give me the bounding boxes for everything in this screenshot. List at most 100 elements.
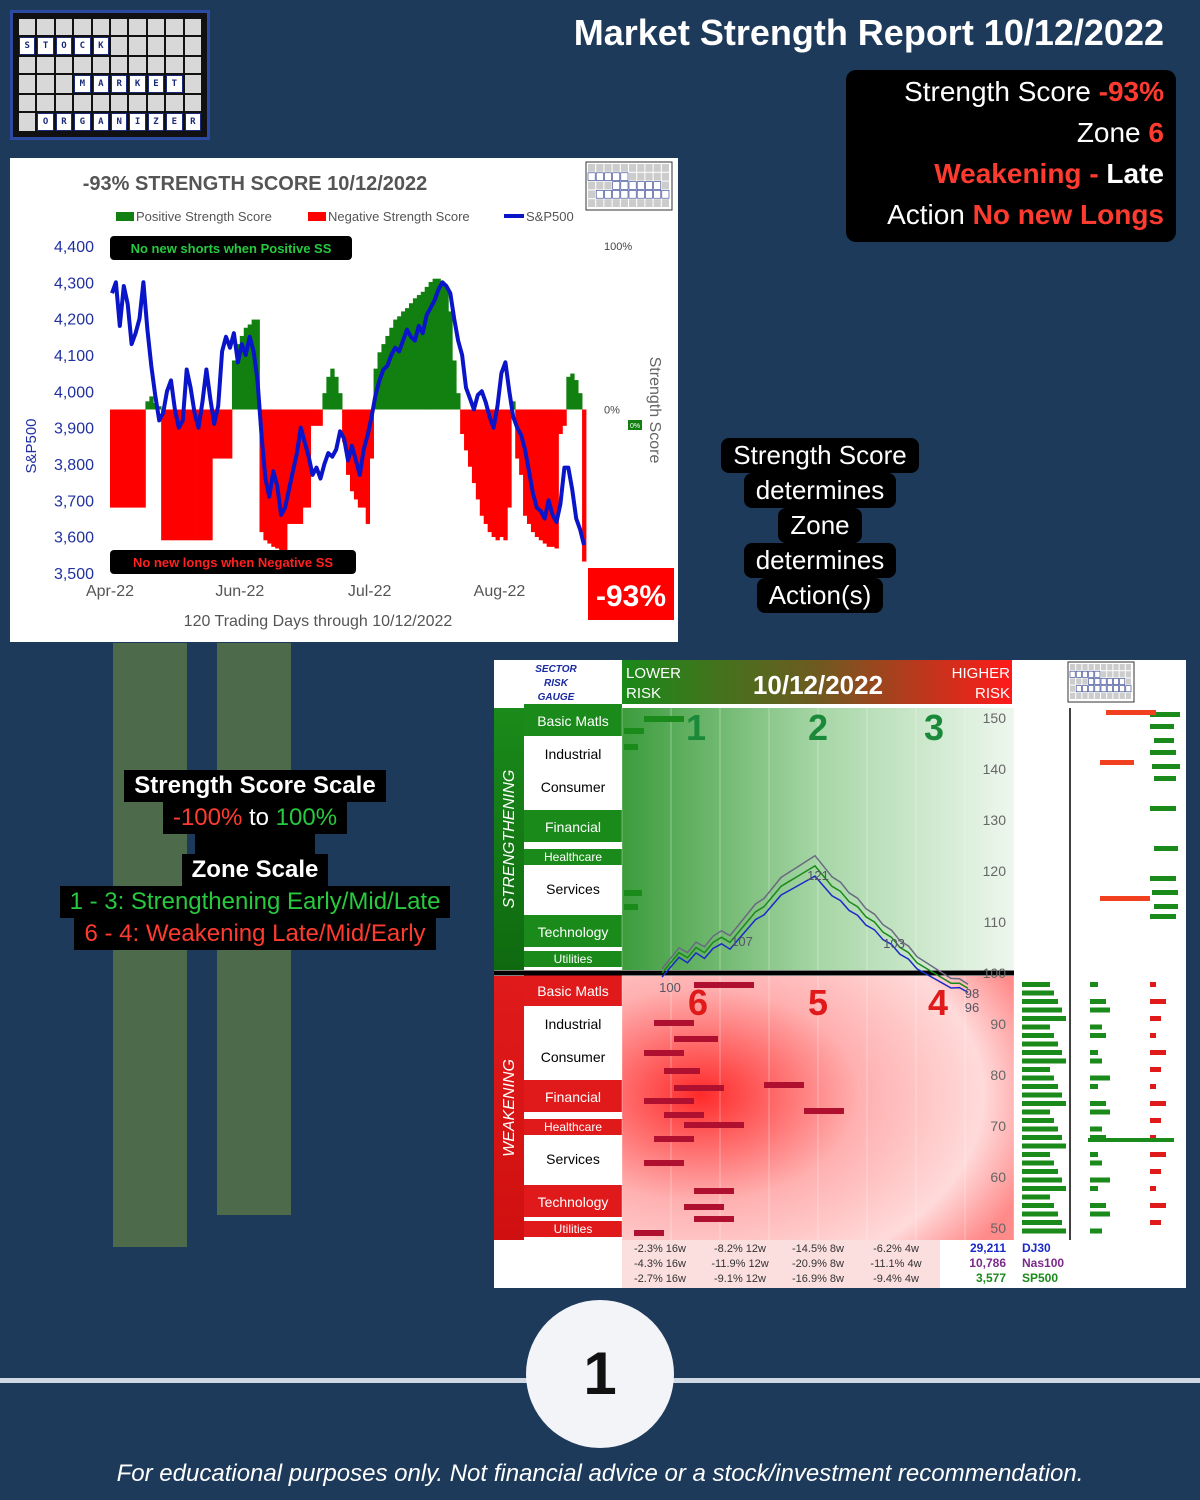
sector-label: Consumer [541,1049,606,1065]
action-line: Action No new Longs [887,199,1164,231]
index-name: DJ30 [1022,1241,1051,1255]
mini-logo-cell [1088,670,1095,678]
logo-cell [147,19,165,35]
gauge-y-tick: 100 [983,965,1007,981]
perf-cell: -11.1% 4w [870,1258,921,1270]
negative-strength-bar [110,409,115,508]
right-green-bar [1090,1101,1106,1106]
right-green-bar [1150,712,1180,717]
y-tick-label: 3,800 [54,457,94,474]
gauge-y-tick: 110 [984,914,1007,930]
y-tick-label: 4,400 [54,239,94,256]
zone-strengthening-range: 1 - 3: Strengthening Early/Mid/Late [59,886,451,918]
logo-cell [129,95,146,111]
strength-score-label: Strength Score [904,76,1091,107]
sector-bar-weakening [684,1122,744,1128]
positive-strength-bar [322,393,327,410]
mini-logo-cell [645,199,653,207]
perf-cell: -4.3% 16w [634,1258,686,1270]
right-red-bar [1150,999,1166,1004]
positive-strength-bar [412,298,418,410]
positive-strength-bar [243,327,249,410]
sector-label: Services [546,1151,600,1167]
positive-strength-bar [456,393,461,410]
mini-logo-cell [1113,664,1119,671]
mini-logo-cell [1113,671,1119,678]
mini-logo-cell [1106,678,1113,685]
strength-chain-callout: Strength Score determines Zone determine… [705,438,935,613]
mini-logo-cell [1075,670,1082,678]
right-green-bar [1150,750,1176,755]
negative-strength-bar [550,409,555,547]
positive-strength-bar [231,360,237,410]
right-red-bar [1100,896,1150,901]
right-red-bar [1150,1067,1161,1072]
mini-logo-cell [596,164,604,172]
perf-cell: -6.2% 4w [873,1243,919,1255]
right-red-bar [1150,1152,1166,1157]
positive-strength-bar [570,373,575,410]
right-green-bar [1022,1075,1054,1081]
positive-strength-bar [326,376,331,410]
negative-strength-bar [216,409,221,459]
phase-line: Weakening - Late [934,158,1164,190]
negative-strength-bar [365,409,371,524]
perf-cell: -9.1% 12w [714,1273,766,1285]
negative-strength-bar [467,409,473,467]
right-green-bar [1090,1084,1098,1089]
logo-letter: K [129,75,146,93]
negative-strength-bar [192,409,197,541]
mini-logo-cell [653,199,661,207]
chart-legend: Positive Strength Score Negative Strengt… [116,209,574,224]
right-green-bar [1090,1186,1098,1191]
negative-strength-bar [503,409,508,541]
mini-logo-cell [1082,685,1088,693]
mini-logo-cell [1094,670,1101,678]
negative-strength-bar [515,409,520,459]
logo-letter: T [37,37,54,55]
right-green-bar [1154,904,1178,909]
gauge-y-tick: 70 [990,1118,1006,1134]
strengthening-plot-area [622,708,1014,970]
sector-label: Technology [538,1194,609,1210]
gauge-y-tick: 80 [990,1067,1006,1083]
logo-letter: R [55,113,73,131]
right-green-bar [1022,1067,1050,1072]
mini-logo-cell [1082,678,1088,685]
right-green-bar [1022,1160,1054,1166]
scale-range-neg: -100% [172,804,243,831]
mini-logo-cell [1094,692,1100,699]
mini-logo-cell [1094,685,1101,693]
zone-weakening-range: 6 - 4: Weakening Late/Mid/Early [74,918,436,950]
mini-logo-cell [1119,685,1126,693]
sector-label-bg [524,915,622,947]
mini-logo-cell [1070,664,1076,671]
negative-strength-bar [176,409,182,541]
sector-bar-weakening [654,1136,694,1142]
annotation-positive-text: No new shorts when Positive SS [131,241,332,256]
right-green-bar [1022,1092,1062,1098]
logo-cell [55,95,73,111]
logo-cell [166,37,183,55]
mini-logo-cell [1125,692,1131,699]
perf-cell: -16.9% 8w [792,1273,844,1285]
positive-strength-bar [452,360,457,410]
right-green-bar [1022,1050,1062,1055]
mini-logo-cell [612,172,621,181]
mini-logo-cell [1076,692,1082,699]
mini-logo-cell [653,181,662,190]
positive-strength-bar [330,368,335,410]
sector-bar-strengthening [624,890,642,896]
mini-logo-cell [604,164,612,172]
positive-strength-bar [401,311,406,410]
negative-strength-bar [279,409,284,551]
right-green-bar [1022,1109,1050,1115]
right-red-bar [1150,982,1156,987]
sector-label: Utilities [554,952,593,966]
sector-bar-weakening [694,1188,734,1194]
mini-logo-cell [1107,692,1113,699]
right-green-bar [1022,1220,1062,1225]
negative-strength-bar [125,409,131,508]
